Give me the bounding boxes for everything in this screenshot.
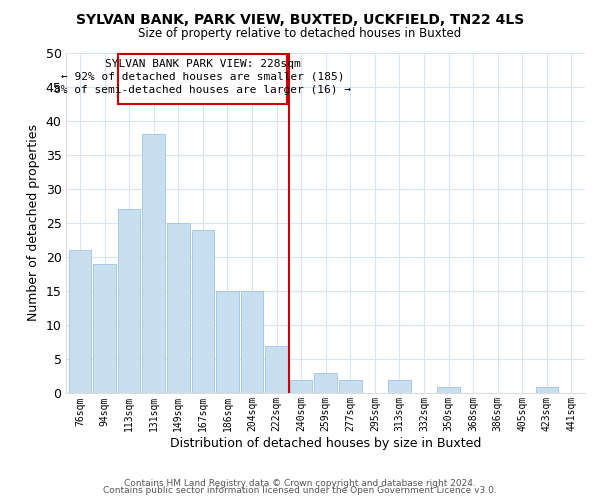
Text: Contains HM Land Registry data © Crown copyright and database right 2024.: Contains HM Land Registry data © Crown c…: [124, 478, 476, 488]
Text: SYLVAN BANK, PARK VIEW, BUXTED, UCKFIELD, TN22 4LS: SYLVAN BANK, PARK VIEW, BUXTED, UCKFIELD…: [76, 12, 524, 26]
Text: SYLVAN BANK PARK VIEW: 228sqm: SYLVAN BANK PARK VIEW: 228sqm: [104, 59, 301, 69]
Bar: [93, 264, 116, 394]
Text: 8% of semi-detached houses are larger (16) →: 8% of semi-detached houses are larger (1…: [54, 85, 351, 95]
Bar: [314, 373, 337, 394]
Text: ← 92% of detached houses are smaller (185): ← 92% of detached houses are smaller (18…: [61, 72, 344, 82]
Bar: [339, 380, 362, 394]
Bar: [167, 223, 190, 394]
Bar: [241, 291, 263, 394]
FancyBboxPatch shape: [118, 54, 287, 104]
Bar: [290, 380, 313, 394]
Y-axis label: Number of detached properties: Number of detached properties: [27, 124, 40, 322]
Bar: [216, 291, 239, 394]
Bar: [68, 250, 91, 394]
Bar: [118, 210, 140, 394]
Bar: [388, 380, 411, 394]
Bar: [536, 386, 558, 394]
Bar: [437, 386, 460, 394]
Text: Contains public sector information licensed under the Open Government Licence v3: Contains public sector information licen…: [103, 486, 497, 495]
X-axis label: Distribution of detached houses by size in Buxted: Distribution of detached houses by size …: [170, 437, 481, 450]
Bar: [191, 230, 214, 394]
Bar: [142, 134, 165, 394]
Bar: [265, 346, 288, 394]
Text: Size of property relative to detached houses in Buxted: Size of property relative to detached ho…: [139, 28, 461, 40]
